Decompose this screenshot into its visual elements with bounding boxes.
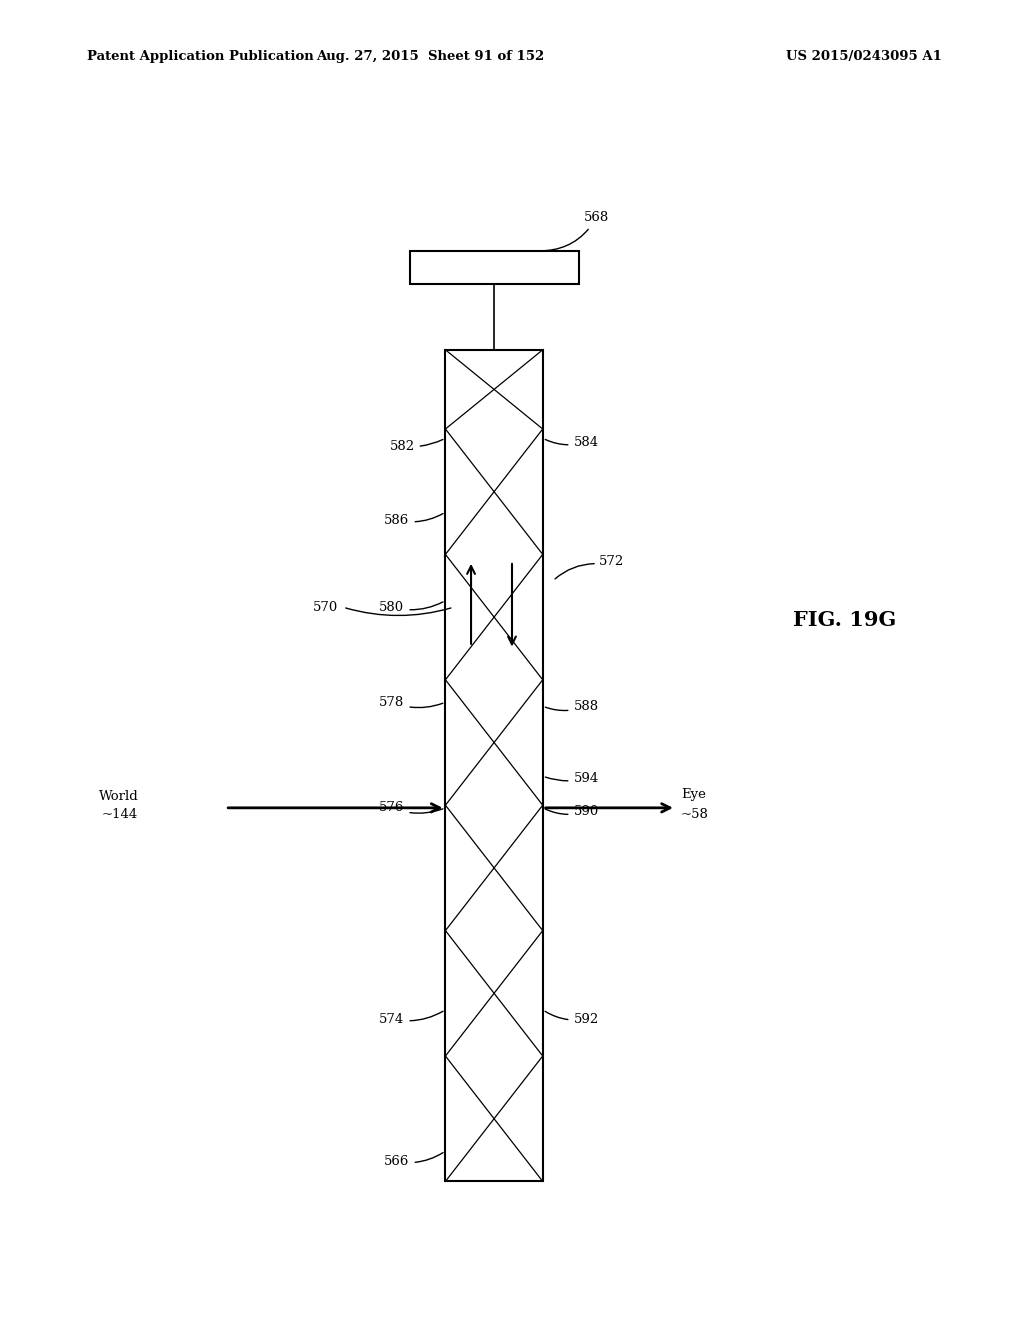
Text: Aug. 27, 2015  Sheet 91 of 152: Aug. 27, 2015 Sheet 91 of 152 xyxy=(316,50,544,63)
Text: 574: 574 xyxy=(379,1011,443,1026)
Text: Eye: Eye xyxy=(681,788,706,801)
Text: FIG. 19G: FIG. 19G xyxy=(794,610,896,631)
Text: ~58: ~58 xyxy=(681,808,709,821)
Text: 568: 568 xyxy=(539,211,609,251)
Text: 592: 592 xyxy=(545,1011,599,1026)
Text: 594: 594 xyxy=(546,772,599,785)
Text: World: World xyxy=(98,789,138,803)
Text: 578: 578 xyxy=(379,696,442,709)
Text: 576: 576 xyxy=(379,801,442,814)
Text: 580: 580 xyxy=(379,601,443,614)
Text: Patent Application Publication: Patent Application Publication xyxy=(87,50,313,63)
Text: 588: 588 xyxy=(546,700,599,713)
Text: 586: 586 xyxy=(384,513,443,527)
Text: ~144: ~144 xyxy=(102,808,138,821)
Bar xyxy=(445,350,543,1181)
Text: 570: 570 xyxy=(312,601,338,614)
Text: 572: 572 xyxy=(599,554,625,568)
Text: 590: 590 xyxy=(545,805,599,818)
Text: US 2015/0243095 A1: US 2015/0243095 A1 xyxy=(786,50,942,63)
Bar xyxy=(410,251,579,284)
Text: 584: 584 xyxy=(545,436,599,449)
Text: 582: 582 xyxy=(389,440,443,453)
Text: 566: 566 xyxy=(384,1152,443,1168)
